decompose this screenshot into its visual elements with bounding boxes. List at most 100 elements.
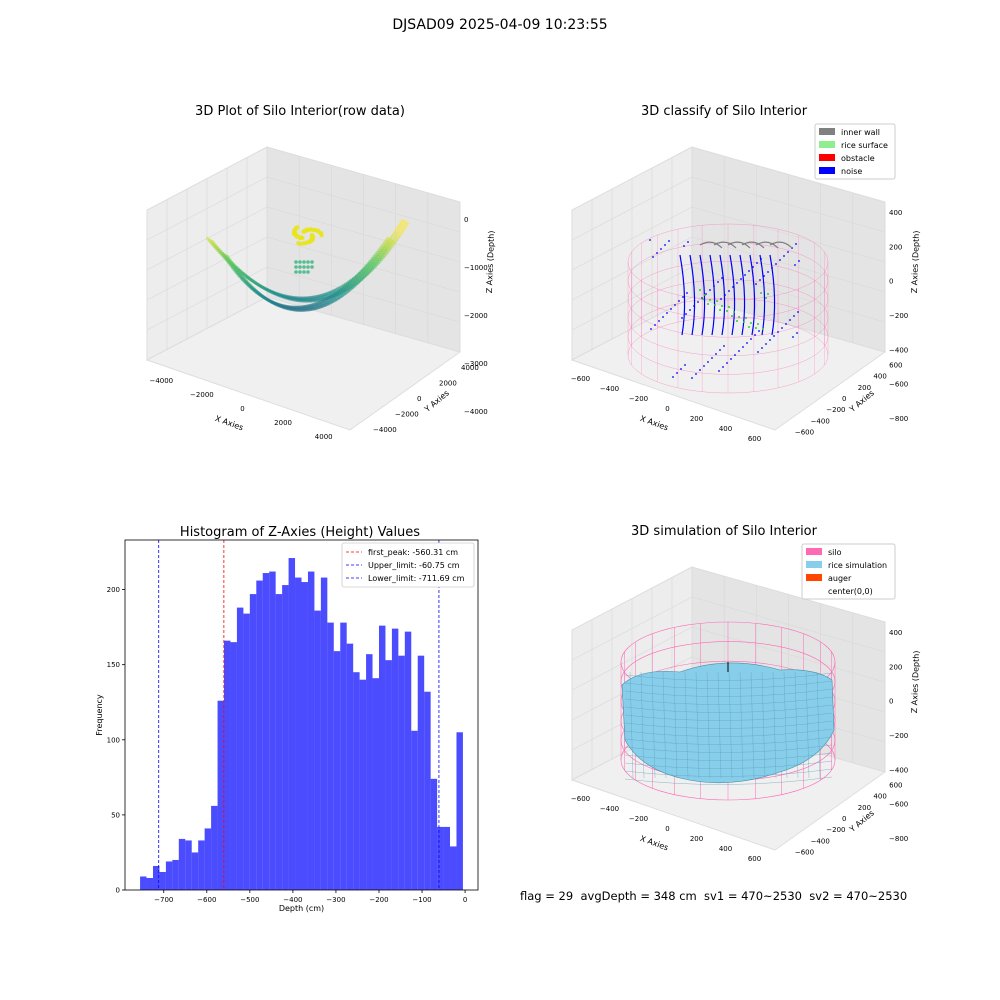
histogram-xtick-label: −500 xyxy=(240,896,259,904)
histogram-bar xyxy=(417,655,425,890)
raw-xtick-label: 4000 xyxy=(315,433,333,441)
histogram-ylabel: Frequency xyxy=(95,694,104,736)
raw-ytick-label: 4000 xyxy=(461,364,479,372)
histogram-bar xyxy=(450,846,457,890)
sim-ytick-label: −200 xyxy=(826,826,845,834)
sim-ztick-label: 0 xyxy=(889,698,893,706)
raw-ztick-label: −1000 xyxy=(464,264,488,272)
sim-xtick-label: 400 xyxy=(719,845,732,853)
simulation-legend-swatch xyxy=(806,574,822,581)
simulation-panel-title: 3D simulation of Silo Interior xyxy=(631,524,817,539)
legend-label: first_peak: -560.31 cm xyxy=(368,548,458,557)
cls-ytick-label: 200 xyxy=(858,384,871,392)
legend-label: Lower_limit: -711.69 cm xyxy=(368,574,465,583)
cls-ztick-label: 200 xyxy=(889,243,902,251)
histogram-bar xyxy=(217,700,225,890)
cls-grid xyxy=(571,236,693,301)
cls-grid xyxy=(691,206,886,263)
simulation-legend-swatch xyxy=(806,587,822,594)
cls-xtick-label: −400 xyxy=(600,385,619,393)
histogram-bar xyxy=(333,651,341,890)
histogram-legend xyxy=(341,542,475,588)
sim-grid xyxy=(571,596,693,661)
cls-grid xyxy=(571,176,693,241)
cls-xtick-label: 600 xyxy=(748,435,761,443)
sim-ytick-label: 0 xyxy=(842,815,846,823)
cls-xtick-label: 400 xyxy=(719,425,732,433)
cls-ytick-label: 400 xyxy=(873,373,886,381)
cls-ztick-label: −600 xyxy=(889,381,908,389)
raw-ytick-label: 0 xyxy=(417,395,421,403)
histogram-bar xyxy=(159,871,166,890)
raw-grid xyxy=(146,176,268,241)
sim-xtick-label: −600 xyxy=(571,795,590,803)
histogram-xtick-label: −400 xyxy=(283,896,302,904)
histogram-bar xyxy=(378,625,386,890)
sim-ztick-label: −800 xyxy=(889,835,908,843)
sim-ztick-label: 400 xyxy=(889,629,902,637)
raw-points xyxy=(205,218,410,312)
histogram-bar xyxy=(262,573,270,890)
raw-grid xyxy=(266,176,461,233)
sim-grid xyxy=(691,626,886,683)
sim-ytick-label: 600 xyxy=(889,782,902,790)
cls-xlabel: X Axies xyxy=(639,414,670,433)
histogram-xtick-label: −600 xyxy=(197,896,216,904)
sim-zlabel: Z Axies (Depth) xyxy=(910,650,921,713)
sim-ztick-label: −400 xyxy=(889,766,908,774)
sim-xtick-label: −400 xyxy=(600,805,619,813)
simulation-legend-label: silo xyxy=(828,548,842,557)
histogram-bar xyxy=(353,672,360,890)
raw-grid xyxy=(146,236,268,301)
histogram-bar xyxy=(411,730,418,890)
histogram-bar xyxy=(437,826,444,890)
cls-xtick-label: 0 xyxy=(665,405,669,413)
histogram-ytick-label: 100 xyxy=(107,736,120,744)
histogram-xtick-label: −100 xyxy=(412,896,431,904)
classify-legend-label: rice surface xyxy=(841,141,888,150)
sim-grid xyxy=(571,626,693,691)
histogram-bar xyxy=(385,660,392,890)
cls-grid xyxy=(691,176,886,233)
histogram-ytick-label: 50 xyxy=(111,811,120,819)
classify-legend-swatch xyxy=(819,141,835,148)
histogram-bar xyxy=(456,732,463,890)
histogram-ytick-label: 0 xyxy=(116,887,120,895)
histogram-bar xyxy=(288,558,296,890)
raw-xtick-label: −2000 xyxy=(190,391,214,399)
cls-zlabel: Z Axies (Depth) xyxy=(910,230,921,293)
histogram-bar xyxy=(230,642,237,890)
cls-ytick-label: 600 xyxy=(889,362,902,370)
histogram-xtick-label: 0 xyxy=(463,896,467,904)
cls-ztick-label: 400 xyxy=(889,209,902,217)
simulation-legend-label: auger xyxy=(828,574,852,583)
raw-ztick-label: −2000 xyxy=(464,312,488,320)
histogram-xlabel: Depth (cm) xyxy=(279,904,324,913)
classify-legend-label: noise xyxy=(841,167,862,176)
cls-ytick-label: −400 xyxy=(811,417,830,425)
cls-grid xyxy=(691,266,886,323)
classify-legend xyxy=(814,123,896,180)
histogram-bar xyxy=(346,643,354,890)
histogram-bar xyxy=(172,859,179,890)
cls-ytick-label: −600 xyxy=(795,428,814,436)
classify-panel-title: 3D classify of Silo Interior xyxy=(640,104,808,119)
histogram-bar xyxy=(146,877,153,890)
histogram-bar xyxy=(204,828,212,890)
histogram-bar xyxy=(314,610,321,890)
histogram-xtick-label: −200 xyxy=(369,896,388,904)
raw-ytick-label: −2000 xyxy=(395,411,419,419)
sim-ylabel: Y Axies xyxy=(847,808,876,834)
histogram-title: Histogram of Z-Axies (Height) Values xyxy=(180,525,420,540)
sim-ytick-label: −400 xyxy=(811,837,830,845)
histogram-bar xyxy=(249,594,257,890)
cls-xtick-label: −200 xyxy=(629,395,648,403)
histogram-bar xyxy=(165,861,173,890)
histogram-bar xyxy=(430,778,438,890)
histogram-bar xyxy=(340,622,347,890)
histogram-bar xyxy=(391,628,399,890)
sim-xtick-label: 600 xyxy=(748,855,761,863)
status-line: flag = 29 avgDepth = 348 cm sv1 = 470~25… xyxy=(520,889,908,903)
raw-ylabel: Y Axies xyxy=(422,388,451,414)
